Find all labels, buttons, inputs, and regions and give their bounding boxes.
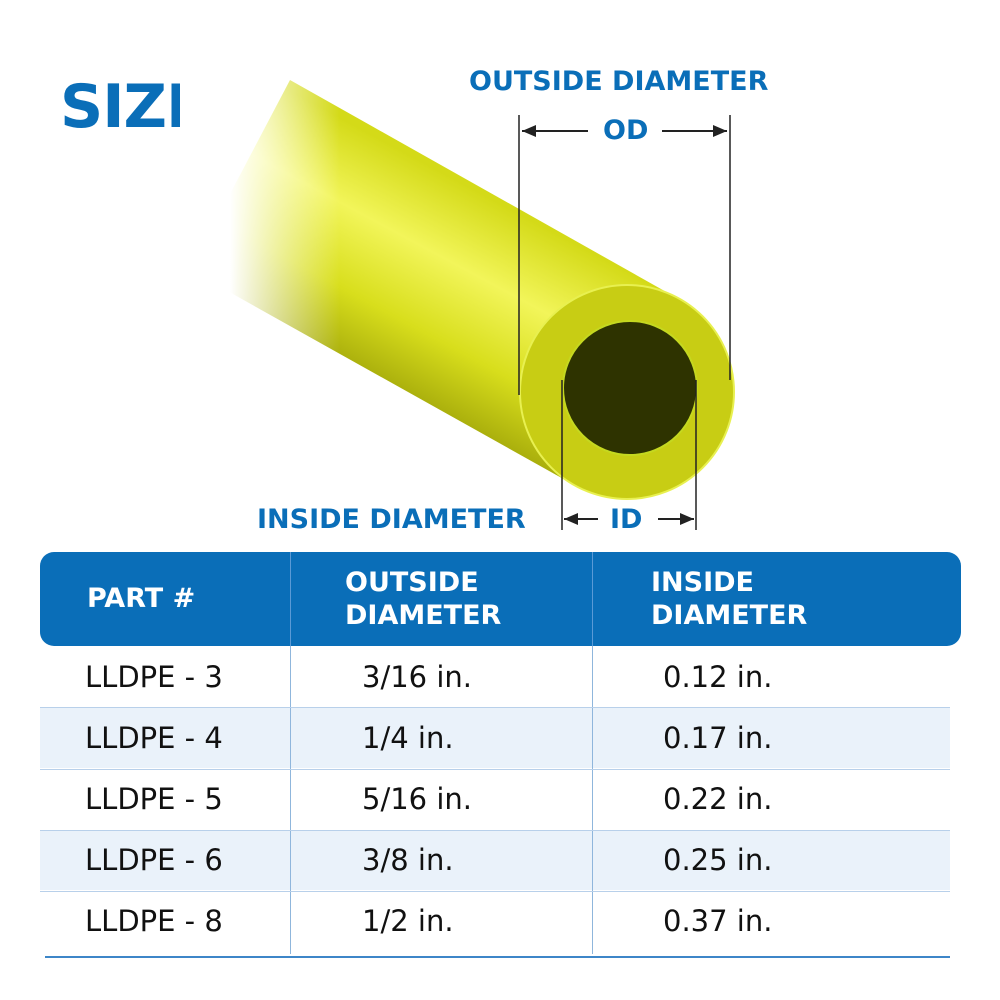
tube-bore — [562, 320, 698, 456]
header-id-line2: DIAMETER — [651, 600, 808, 631]
tube-illustration — [180, 60, 735, 530]
od-cell: 3/16 in. — [362, 660, 472, 694]
id-cell: 0.12 in. — [663, 660, 773, 694]
id-cell: 0.37 in. — [663, 904, 773, 938]
od-cell: 5/16 in. — [362, 782, 472, 816]
table-row: LLDPE - 5 5/16 in. 0.22 in. — [40, 769, 950, 829]
id-cell: 0.17 in. — [663, 721, 773, 755]
od-cell: 1/2 in. — [362, 904, 454, 938]
header-part: PART # — [87, 583, 196, 614]
header-od-line1: OUTSIDE — [345, 567, 479, 598]
header-od-line2: DIAMETER — [345, 600, 502, 631]
table-row: LLDPE - 4 1/4 in. 0.17 in. — [40, 708, 950, 768]
table-header: PART # OUTSIDE DIAMETER INSIDE DIAMETER — [40, 552, 961, 646]
table-row: LLDPE - 8 1/2 in. 0.37 in. — [40, 891, 950, 951]
od-label: OD — [603, 115, 649, 146]
part-cell: LLDPE - 8 — [85, 904, 223, 938]
table-bottom-rule — [45, 956, 950, 958]
outside-diameter-label: OUTSIDE DIAMETER — [469, 66, 769, 97]
od-cell: 1/4 in. — [362, 721, 454, 755]
id-label: ID — [610, 504, 643, 535]
header-id-line1: INSIDE — [651, 567, 754, 598]
id-cell: 0.22 in. — [663, 782, 773, 816]
table-row: LLDPE - 3 3/16 in. 0.12 in. — [40, 647, 950, 707]
part-cell: LLDPE - 4 — [85, 721, 223, 755]
table-row: LLDPE - 6 3/8 in. 0.25 in. — [40, 830, 950, 890]
part-cell: LLDPE - 3 — [85, 660, 223, 694]
part-cell: LLDPE - 5 — [85, 782, 223, 816]
part-cell: LLDPE - 6 — [85, 843, 223, 877]
inside-diameter-label: INSIDE DIAMETER — [257, 504, 526, 535]
id-cell: 0.25 in. — [663, 843, 773, 877]
od-cell: 3/8 in. — [362, 843, 454, 877]
